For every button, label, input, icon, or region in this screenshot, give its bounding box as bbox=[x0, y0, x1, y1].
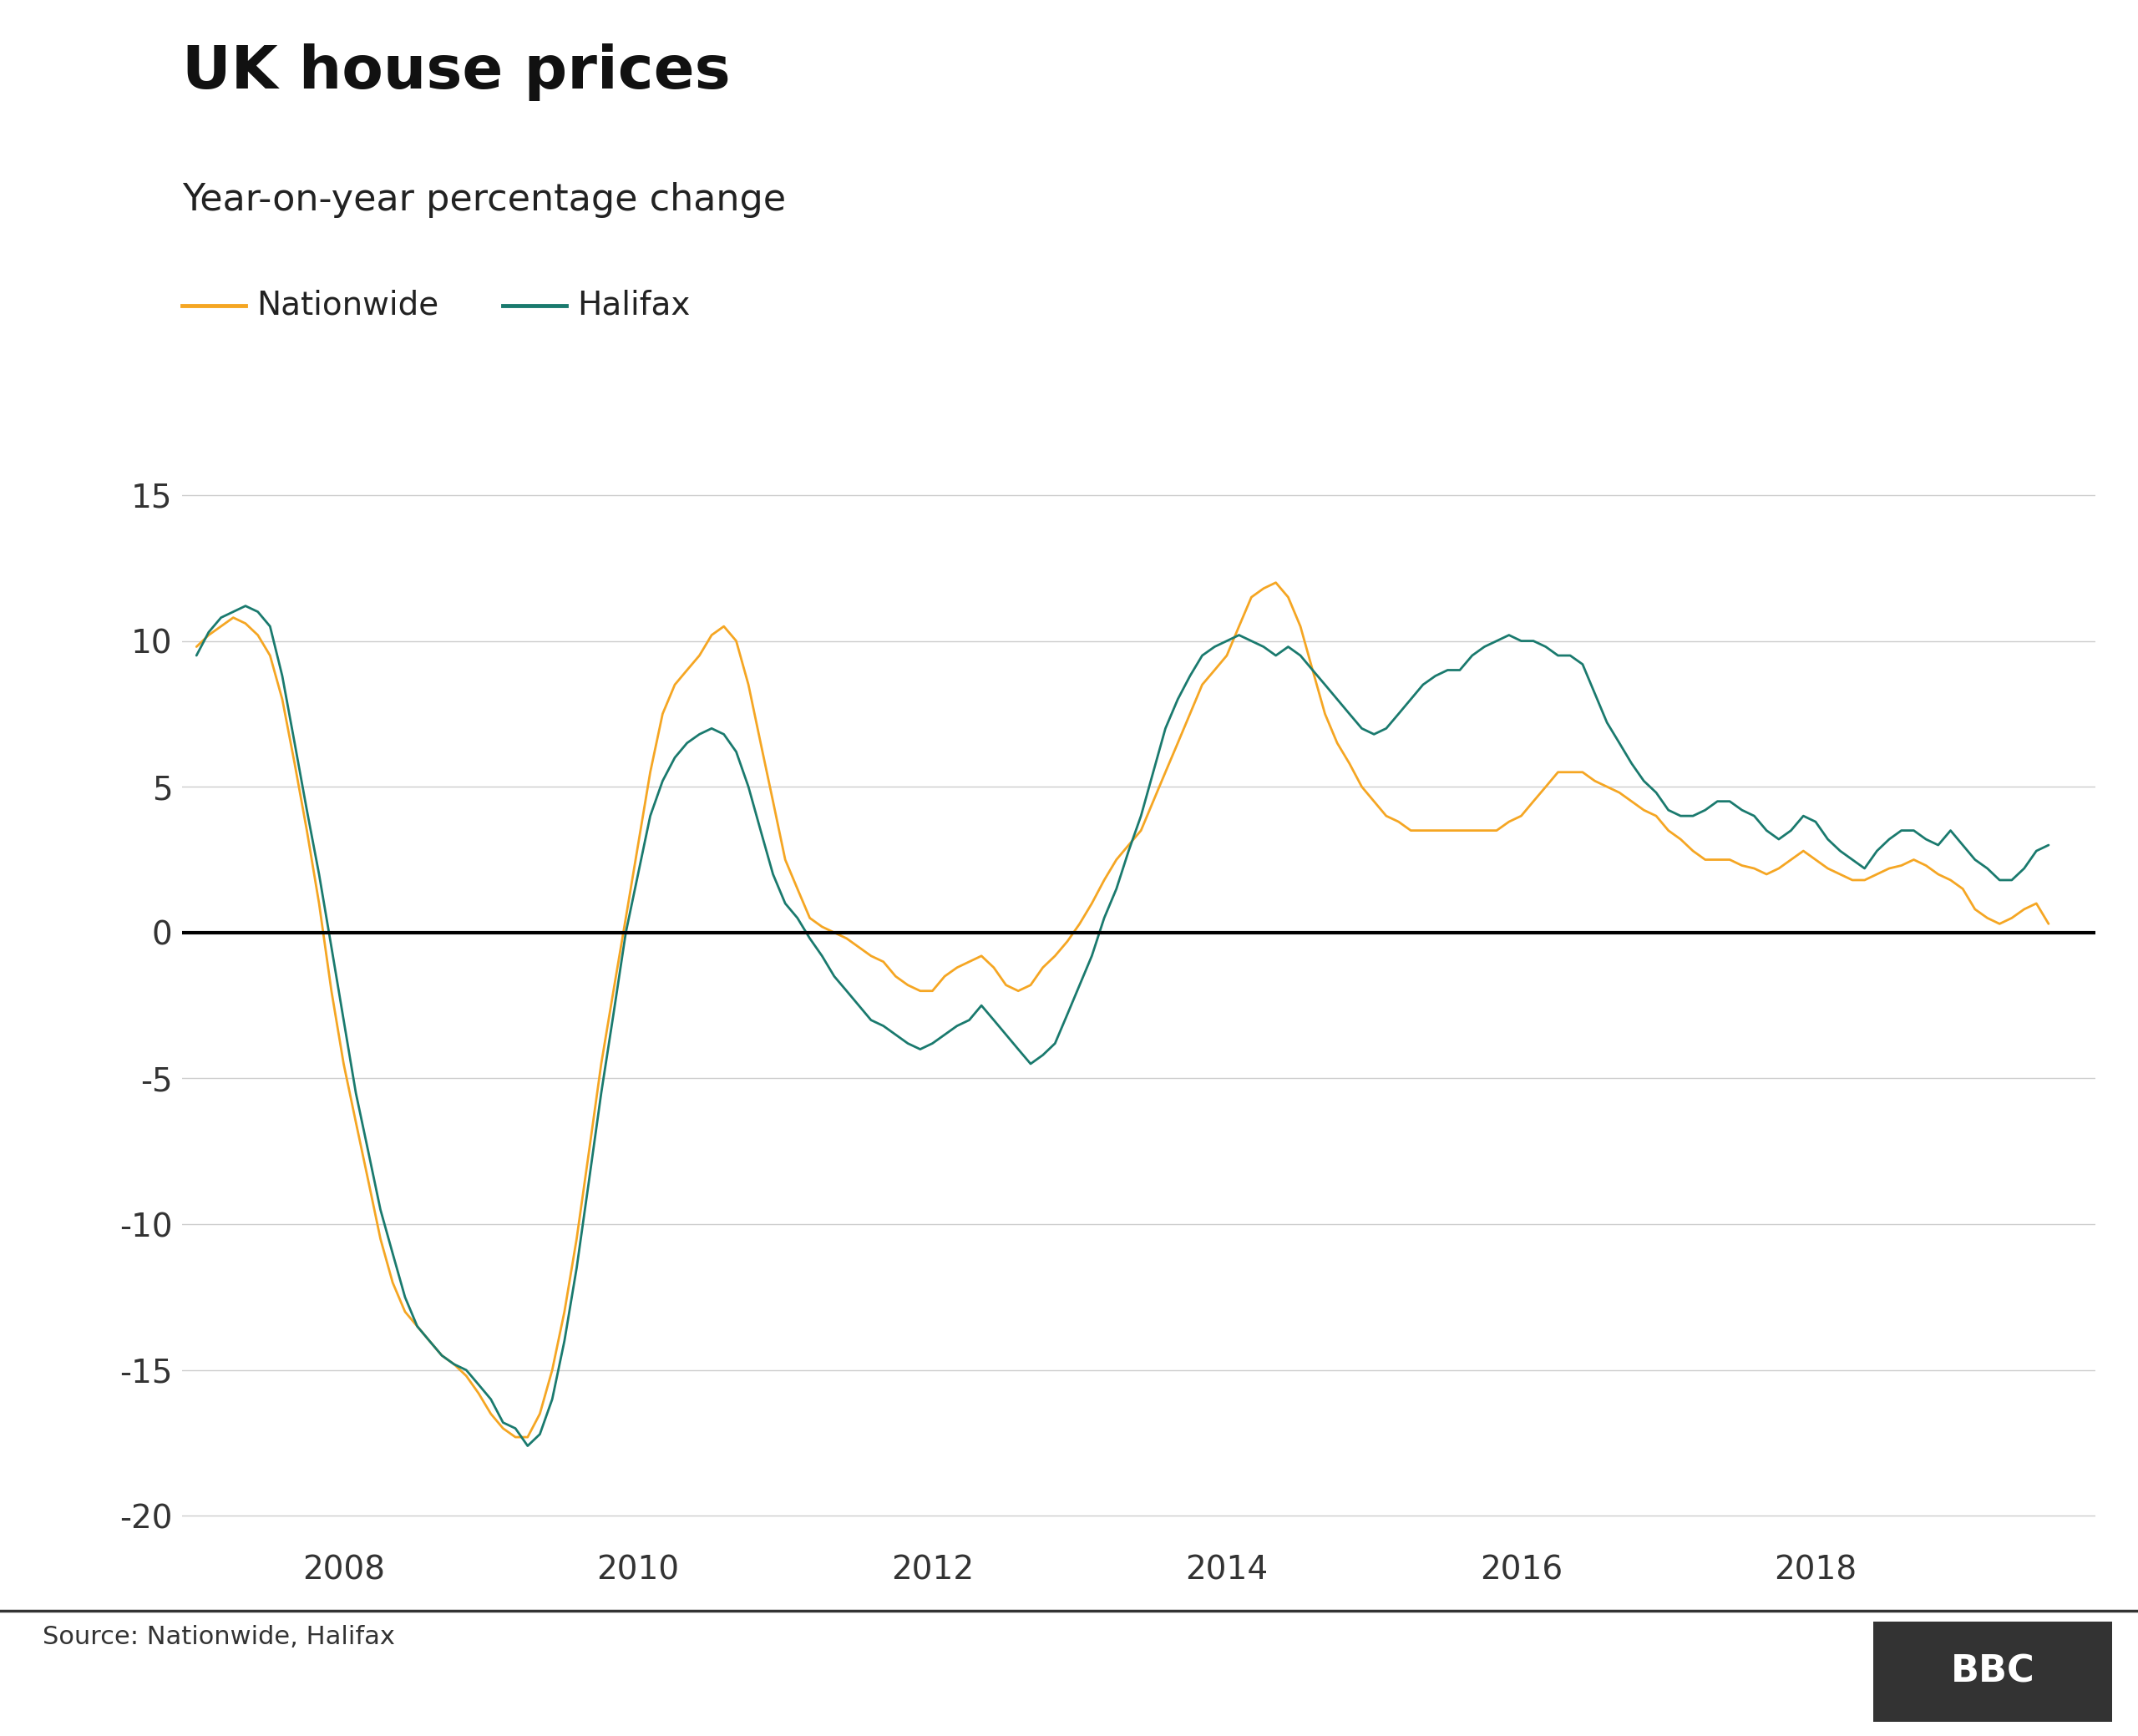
Text: UK house prices: UK house prices bbox=[182, 43, 729, 101]
Text: BBC: BBC bbox=[1950, 1654, 2035, 1689]
Text: Halifax: Halifax bbox=[577, 290, 691, 321]
Text: Year-on-year percentage change: Year-on-year percentage change bbox=[182, 182, 785, 219]
Text: Source: Nationwide, Halifax: Source: Nationwide, Halifax bbox=[43, 1625, 396, 1649]
Text: Nationwide: Nationwide bbox=[257, 290, 438, 321]
